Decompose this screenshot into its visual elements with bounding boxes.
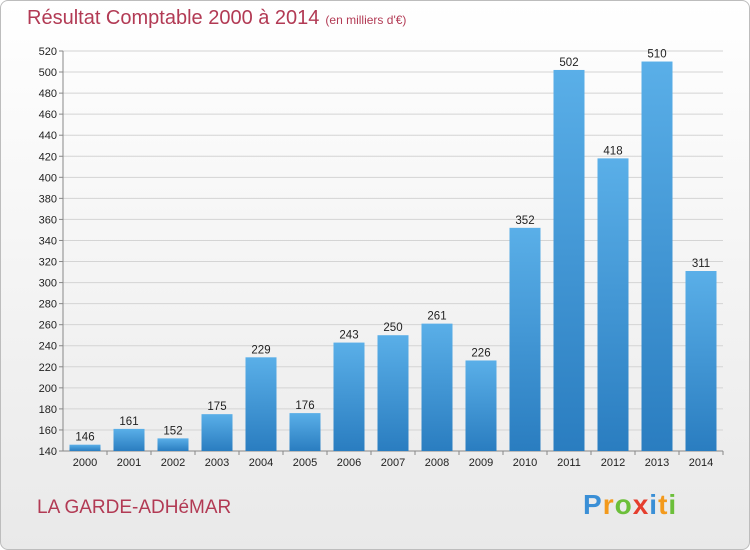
- bar-2009: [465, 360, 497, 451]
- bar-2012: [597, 158, 629, 452]
- y-tick-label: 520: [39, 46, 57, 58]
- y-tick-labels: 140 160 180 200 220 240 260 280 300 320 340 360 380 4…: [39, 46, 57, 458]
- x-tick-label: 2003: [205, 457, 229, 469]
- logo-letter: o: [614, 489, 633, 520]
- x-tick-label: 2002: [161, 457, 185, 469]
- y-tick-label: 260: [39, 320, 57, 332]
- logo-letter: x: [632, 489, 650, 520]
- value-labels: 146 161 152 175 229 176 243 250 261 226 352 502 418 5…: [75, 49, 710, 444]
- y-tick-label: 440: [39, 130, 57, 142]
- x-tick-labels: 2000 2001 2002 2003 2004 2005 2006 2007 2008 2009…: [73, 457, 713, 469]
- bar-2005: [289, 413, 321, 451]
- y-tick-label: 300: [39, 278, 57, 290]
- bar-2013: [641, 61, 673, 452]
- y-tick-label: 280: [39, 299, 57, 311]
- value-label: 261: [427, 311, 446, 323]
- x-tick-label: 2011: [557, 457, 581, 469]
- y-tick-label: 160: [39, 425, 57, 437]
- logo-letter: r: [602, 489, 615, 520]
- value-label: 418: [603, 145, 622, 157]
- y-tick-label: 460: [39, 109, 57, 121]
- x-tick-label: 2005: [293, 457, 317, 469]
- x-tick-label: 2006: [337, 457, 361, 469]
- value-label: 229: [251, 344, 270, 356]
- bar-2002: [157, 438, 189, 451]
- bar-2008: [421, 323, 453, 451]
- x-tick-label: 2004: [249, 457, 273, 469]
- bar-2014: [685, 271, 717, 451]
- value-label: 152: [163, 425, 182, 437]
- x-tick-label: 2001: [117, 457, 141, 469]
- y-tick-label: 220: [39, 362, 57, 374]
- chart-title-text: Résultat Comptable 2000 à 2014: [27, 7, 320, 29]
- x-tick-label: 2013: [645, 457, 669, 469]
- town-name: LA GARDE-ADHéMAR: [37, 497, 232, 518]
- bar-2001: [113, 428, 145, 451]
- value-label: 226: [471, 347, 490, 359]
- x-tick-label: 2008: [425, 457, 449, 469]
- value-label: 510: [647, 49, 666, 61]
- bar-2000: [69, 444, 101, 451]
- x-tick-label: 2000: [73, 457, 97, 469]
- value-label: 243: [339, 330, 358, 342]
- y-tick-label: 420: [39, 151, 57, 163]
- bar-2011: [553, 69, 585, 452]
- y-tick-label: 240: [39, 341, 57, 353]
- x-tick-label: 2007: [381, 457, 405, 469]
- y-tick-label: 180: [39, 404, 57, 416]
- y-tick-label: 320: [39, 257, 57, 269]
- value-label: 250: [383, 322, 402, 334]
- y-tick-label: 200: [39, 383, 57, 395]
- bars: [69, 61, 717, 452]
- y-tick-label: 340: [39, 235, 57, 247]
- x-tick-label: 2009: [469, 457, 493, 469]
- bar-2003: [201, 414, 233, 451]
- y-tick-label: 480: [39, 88, 57, 100]
- logo-letter: t: [658, 489, 669, 520]
- y-tick-label: 380: [39, 193, 57, 205]
- logo-letter: P: [583, 489, 603, 520]
- value-label: 176: [295, 400, 314, 412]
- value-label: 161: [119, 416, 138, 428]
- bar-2007: [377, 335, 409, 451]
- value-label: 502: [559, 57, 578, 69]
- y-tick-label: 360: [39, 214, 57, 226]
- chart-title: Résultat Comptable 2000 à 2014 (en millie…: [27, 7, 406, 30]
- value-label: 146: [75, 432, 94, 444]
- proxiti-logo: Proxiti: [583, 489, 677, 521]
- bar-2004: [245, 357, 277, 451]
- value-label: 311: [692, 258, 710, 270]
- logo-letter: i: [668, 489, 678, 520]
- bar-2010: [509, 227, 541, 451]
- x-tick-label: 2012: [601, 457, 625, 469]
- logo-letter: i: [649, 489, 659, 520]
- chart-subtitle: (en milliers d'€): [325, 13, 407, 27]
- y-tick-label: 500: [39, 67, 57, 79]
- x-tick-label: 2014: [689, 457, 713, 469]
- y-tick-label: 140: [39, 446, 57, 458]
- value-label: 175: [207, 401, 226, 413]
- y-tick-label: 400: [39, 172, 57, 184]
- value-label: 352: [515, 215, 534, 227]
- bar-2006: [333, 342, 365, 451]
- x-tick-label: 2010: [513, 457, 537, 469]
